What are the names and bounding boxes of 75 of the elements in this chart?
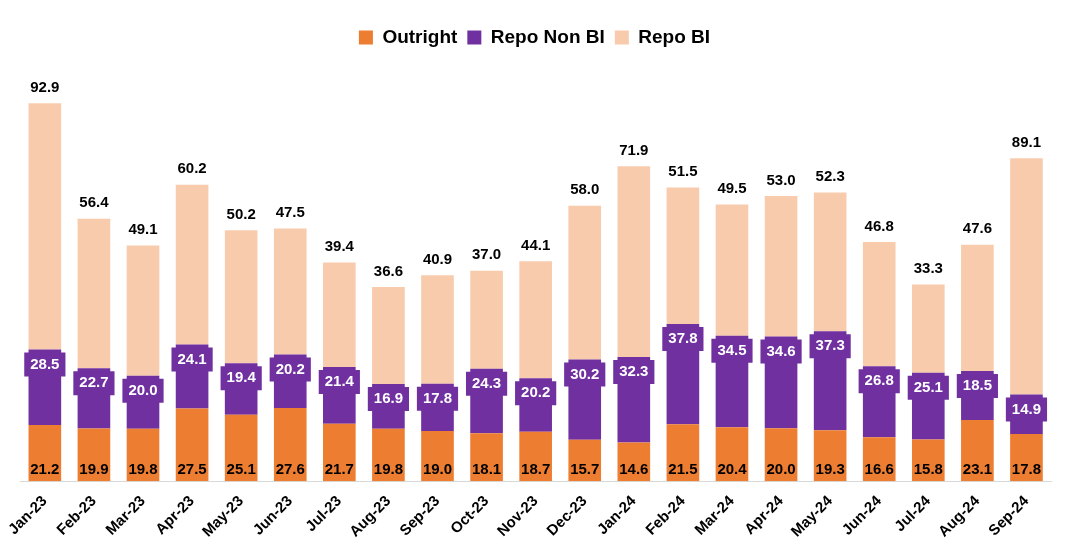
bar <box>961 420 994 482</box>
data-label: 20.2 <box>521 383 551 401</box>
data-label: 34.5 <box>717 340 747 358</box>
bar <box>372 286 405 384</box>
data-label: 19.0 <box>422 459 453 477</box>
data-label: 71.9 <box>619 140 649 158</box>
data-label: 30.2 <box>570 364 600 382</box>
data-label: 33.3 <box>913 259 943 277</box>
data-label: 23.1 <box>962 459 992 477</box>
data-label: 25.1 <box>226 459 256 477</box>
data-label: 14.6 <box>619 459 649 477</box>
legend-label: Outright <box>382 25 458 47</box>
data-label: 27.5 <box>177 459 207 477</box>
data-label: 25.1 <box>913 377 943 395</box>
data-label: 21.5 <box>668 459 698 477</box>
bar <box>1010 434 1043 482</box>
data-label: 34.6 <box>766 341 796 359</box>
data-label: 40.9 <box>422 249 453 267</box>
data-label: 15.7 <box>570 459 600 477</box>
data-label: 49.1 <box>128 220 158 238</box>
data-label: 27.6 <box>275 459 305 477</box>
data-label: 20.4 <box>717 459 748 477</box>
data-label: 19.4 <box>226 368 257 386</box>
data-label: 47.5 <box>275 203 305 221</box>
bar <box>617 166 651 357</box>
data-label: 92.9 <box>30 77 60 95</box>
data-label: 53.0 <box>766 170 796 188</box>
legend-label: Repo Non BI <box>490 25 605 47</box>
data-label: 18.7 <box>521 459 551 477</box>
data-label: 17.8 <box>422 388 453 406</box>
data-label: 44.1 <box>521 235 551 253</box>
data-label: 39.4 <box>324 237 355 255</box>
data-label: 20.0 <box>128 380 158 398</box>
data-label: 22.7 <box>79 373 109 391</box>
data-label: 37.0 <box>471 245 502 263</box>
data-label: 24.3 <box>471 374 502 392</box>
data-label: 18.5 <box>962 376 992 394</box>
data-label: 15.8 <box>913 459 943 477</box>
data-label: 36.6 <box>373 261 404 279</box>
data-label: 49.5 <box>717 179 747 197</box>
data-label: 60.2 <box>177 159 207 177</box>
bar <box>175 408 209 482</box>
data-label: 19.8 <box>373 459 404 477</box>
data-label: 16.6 <box>864 459 894 477</box>
data-label: 19.8 <box>128 459 158 477</box>
data-label: 18.1 <box>471 459 502 477</box>
data-label: 19.9 <box>79 459 109 477</box>
data-label: 37.3 <box>815 336 845 354</box>
data-label: 47.6 <box>962 219 992 237</box>
data-label: 50.2 <box>226 204 256 222</box>
data-label: 21.2 <box>30 459 60 477</box>
bar <box>961 244 994 371</box>
data-label: 21.4 <box>324 372 355 390</box>
data-label: 16.9 <box>373 389 404 407</box>
data-label: 26.8 <box>864 371 894 389</box>
data-label: 21.7 <box>324 459 354 477</box>
data-label: 58.0 <box>570 180 600 198</box>
data-label: 51.5 <box>668 162 698 180</box>
bar <box>519 431 552 482</box>
bar <box>273 408 307 482</box>
data-label: 46.8 <box>864 216 894 234</box>
data-label: 28.5 <box>30 354 60 372</box>
data-label: 24.1 <box>177 349 207 367</box>
data-label: 20.2 <box>275 359 305 377</box>
bar <box>323 423 356 482</box>
legend-label: Repo BI <box>638 25 711 47</box>
data-label: 52.3 <box>815 167 845 185</box>
data-label: 32.3 <box>619 362 649 380</box>
data-label: 37.8 <box>668 329 698 347</box>
data-label: 19.3 <box>815 459 845 477</box>
data-label: 20.0 <box>766 459 796 477</box>
data-label: 56.4 <box>79 193 110 211</box>
data-label: 17.8 <box>1011 459 1042 477</box>
bar <box>470 433 503 482</box>
data-label: 89.1 <box>1011 132 1042 150</box>
